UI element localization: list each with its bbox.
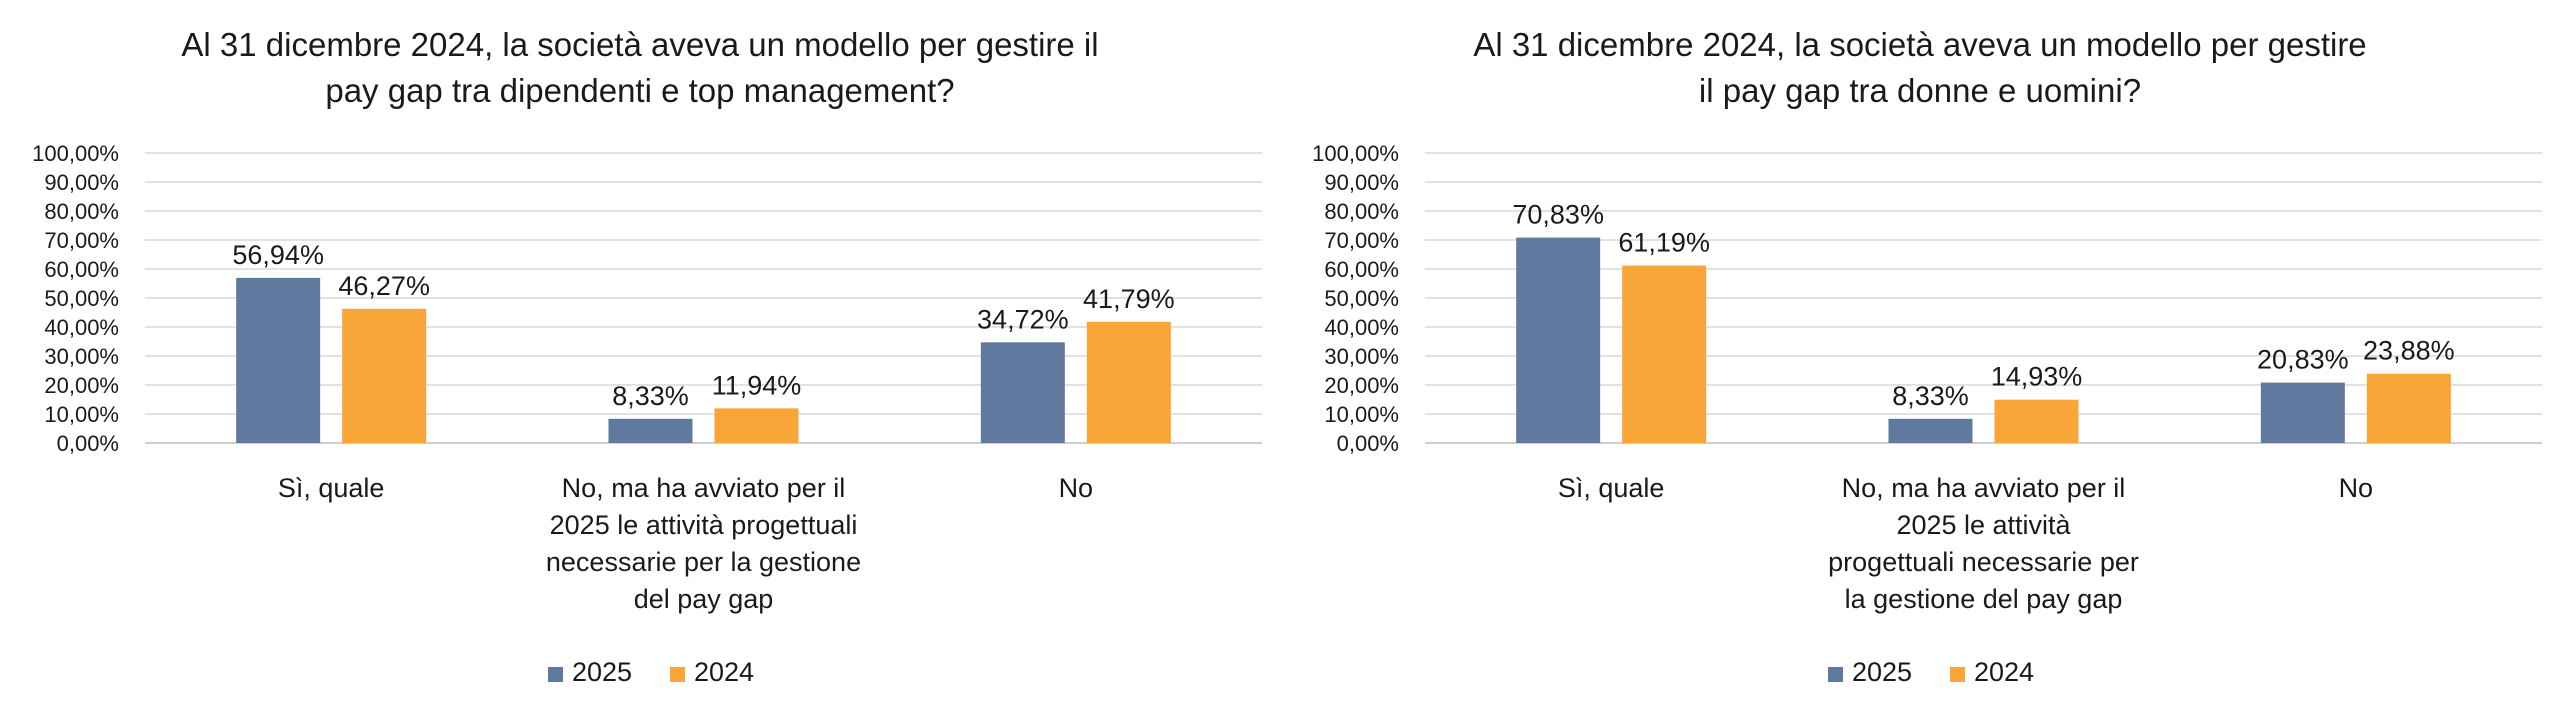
x-category-label-line: No, ma ha avviato per il (562, 473, 846, 503)
x-category-label-line: la gestione del pay gap (1845, 584, 2123, 614)
y-tick-label: 40,00% (44, 315, 119, 340)
y-tick-label: 20,00% (44, 373, 119, 398)
x-category-label: No, ma ha avviato per il 2025 le attività… (1828, 473, 2139, 614)
legend-swatch-2024 (1950, 667, 1965, 682)
bar-2025-2 (1888, 418, 1973, 443)
legend-swatch-2025 (548, 667, 563, 682)
x-category-label: Sì, quale (1558, 473, 1665, 503)
chart-plot-area: 0,00% 10,00% 20,00% 30,00% 40,00% 50,00% 60,00… (32, 141, 1262, 687)
legend-label-2024: 2024 (1974, 657, 2034, 687)
y-tick-label: 10,00% (1324, 402, 1399, 427)
y-tick-label: 30,00% (1324, 344, 1399, 369)
chart-title-line-1: Al 31 dicembre 2024, la società aveva un… (1473, 26, 2367, 63)
y-tick-label: 50,00% (44, 286, 119, 311)
chart-title-line-1: Al 31 dicembre 2024, la società aveva un… (181, 26, 1099, 63)
bar-2025-1 (1516, 237, 1601, 443)
x-category-label-line: No (1059, 473, 1094, 503)
x-category-label-line: No (2339, 473, 2374, 503)
y-tick-label: 10,00% (44, 402, 119, 427)
bar-2024-3 (2366, 373, 2451, 443)
x-category-label: No, ma ha avviato per il 2025 le attività… (546, 473, 861, 614)
bar-2024-2 (714, 408, 799, 443)
chart-title-line-2: il pay gap tra donne e uomini? (1698, 72, 2142, 109)
data-label-2025: 56,94% (232, 240, 324, 270)
data-label-2025: 34,72% (977, 304, 1069, 334)
legend-label-2025: 2025 (572, 657, 632, 687)
x-category-label-line: 2025 le attività progettuali (550, 510, 858, 540)
bar-2025-3 (2260, 382, 2345, 443)
legend-label-2024: 2024 (694, 657, 754, 687)
x-category-label-line: 2025 le attività (1896, 510, 2071, 540)
y-tick-label: 100,00% (32, 141, 119, 166)
x-category-label: Sì, quale (278, 473, 385, 503)
bar-2025-3 (980, 342, 1065, 443)
legend-label-2025: 2025 (1852, 657, 1912, 687)
bar-2025-1 (236, 277, 321, 443)
data-label-2025: 8,33% (612, 381, 689, 411)
y-tick-label: 20,00% (1324, 373, 1399, 398)
x-category-label-line: Sì, quale (1558, 473, 1665, 503)
data-label-2025: 70,83% (1512, 200, 1604, 230)
x-category-label-line: Sì, quale (278, 473, 385, 503)
bar-2024-1 (1622, 265, 1707, 443)
x-category-label-line: necessarie per la gestione (546, 547, 861, 577)
x-category-label-line: del pay gap (634, 584, 774, 614)
y-tick-label: 60,00% (44, 257, 119, 282)
y-tick-label: 40,00% (1324, 315, 1399, 340)
y-tick-label: 90,00% (1324, 170, 1399, 195)
y-tick-label: 70,00% (1324, 228, 1399, 253)
chart-title-line-2: pay gap tra dipendenti e top management? (325, 72, 955, 109)
data-label-2024: 23,88% (2363, 336, 2455, 366)
x-category-label-line: No, ma ha avviato per il (1842, 473, 2126, 503)
data-label-2024: 11,94% (712, 370, 802, 400)
x-category-label-line: progettuali necessarie per (1828, 547, 2139, 577)
y-tick-label: 90,00% (44, 170, 119, 195)
y-tick-label: 0,00% (57, 431, 119, 456)
bar-2024-1 (342, 308, 427, 443)
y-tick-label: 70,00% (44, 228, 119, 253)
y-tick-label: 80,00% (1324, 199, 1399, 224)
y-tick-label: 60,00% (1324, 257, 1399, 282)
chart-plot-area: 0,00% 10,00% 20,00% 30,00% 40,00% 50,00% 60,00… (1312, 141, 2542, 687)
data-label-2024: 14,93% (1991, 362, 2083, 392)
data-label-2025: 20,83% (2257, 345, 2349, 375)
y-tick-label: 80,00% (44, 199, 119, 224)
data-label-2025: 8,33% (1892, 381, 1969, 411)
data-label-2024: 61,19% (1618, 228, 1710, 258)
chart-pay-gap-management: Al 31 dicembre 2024, la società aveva un… (0, 22, 1280, 687)
bar-2024-2 (1994, 399, 2079, 443)
y-tick-label: 100,00% (1312, 141, 1399, 166)
data-label-2024: 46,27% (338, 271, 430, 301)
chart-pay-gap-gender: Al 31 dicembre 2024, la società aveva un… (1280, 0, 2560, 727)
bar-2024-3 (1086, 321, 1171, 443)
chart-title: Al 31 dicembre 2024, la società aveva un… (0, 22, 1280, 114)
y-tick-label: 30,00% (44, 344, 119, 369)
x-category-label: No (1059, 473, 1094, 503)
chart-title: Al 31 dicembre 2024, la società aveva un… (1280, 22, 2560, 114)
y-tick-label: 0,00% (1337, 431, 1399, 456)
legend-swatch-2024 (670, 667, 685, 682)
y-tick-label: 50,00% (1324, 286, 1399, 311)
x-category-label: No (2339, 473, 2374, 503)
data-label-2024: 41,79% (1083, 284, 1175, 314)
bar-2025-2 (608, 418, 693, 443)
legend-swatch-2025 (1828, 667, 1843, 682)
